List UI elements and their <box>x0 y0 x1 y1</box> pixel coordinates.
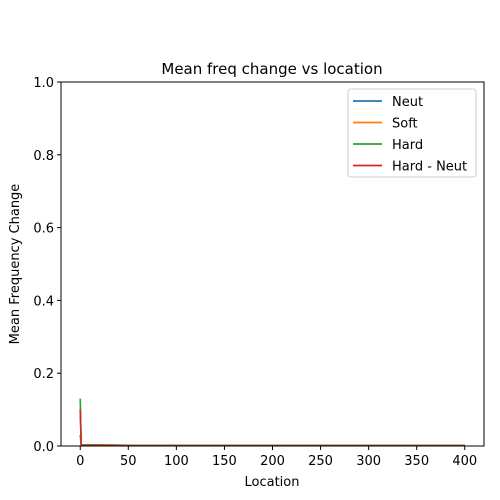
x-axis-label: Location <box>245 475 300 490</box>
series-line-hard-neut <box>79 409 465 447</box>
legend: Neut Soft Hard Hard - Neut <box>347 88 477 178</box>
x-tick-label: 50 <box>120 454 137 469</box>
y-tick-label: 0.0 <box>33 440 54 455</box>
x-tick-label: 0 <box>76 454 84 469</box>
x-tick-label: 150 <box>212 454 237 469</box>
y-axis: 0.0 0.2 0.4 0.6 0.8 1.0 <box>33 76 61 455</box>
x-tick-label: 350 <box>404 454 429 469</box>
y-tick-label: 0.6 <box>33 222 54 237</box>
series-line-hard <box>79 398 465 447</box>
plot-frame <box>60 81 485 447</box>
y-tick-label: 0.8 <box>33 149 54 164</box>
chart-title: Mean freq change vs location <box>161 60 382 78</box>
legend-label: Neut <box>392 95 423 110</box>
x-tick-label: 300 <box>356 454 381 469</box>
legend-label: Hard <box>392 138 423 153</box>
x-tick-label: 100 <box>164 454 189 469</box>
x-tick-label: 200 <box>260 454 285 469</box>
legend-label: Hard - Neut <box>392 160 467 175</box>
x-tick-label: 250 <box>308 454 333 469</box>
series-line-soft <box>79 409 465 447</box>
legend-frame <box>347 88 477 178</box>
x-axis: 0 50 100 150 200 250 300 350 400 <box>76 446 477 469</box>
y-tick-label: 1.0 <box>33 76 54 91</box>
y-tick-label: 0.2 <box>33 367 54 382</box>
plot-area <box>79 398 465 447</box>
y-tick-label: 0.4 <box>33 294 54 309</box>
x-tick-label: 400 <box>452 454 477 469</box>
series-line-neut <box>79 435 465 447</box>
legend-label: Soft <box>392 117 418 132</box>
y-axis-label: Mean Frequency Change <box>8 184 23 345</box>
